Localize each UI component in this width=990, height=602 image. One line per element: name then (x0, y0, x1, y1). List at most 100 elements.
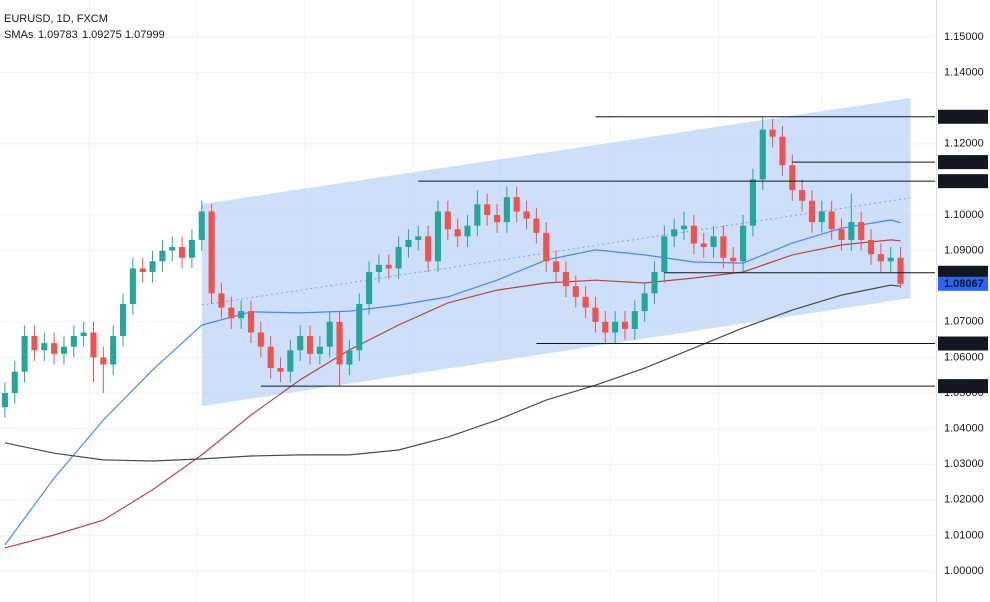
level-tag (938, 155, 988, 170)
y-tick-label: 1.03000 (944, 458, 984, 470)
candle-body (267, 346, 274, 369)
candle-body (60, 346, 68, 354)
last-price-tag (938, 276, 988, 291)
level-tag-label: 1.08378 (944, 267, 984, 279)
candle-body (385, 264, 392, 269)
candle-body (297, 336, 304, 351)
level-tag-label: 1.10951 (944, 176, 984, 188)
candle-body (671, 229, 678, 237)
candle-body (690, 225, 697, 244)
candle-body (680, 225, 688, 230)
candle-body (661, 236, 668, 272)
candle-body (70, 336, 77, 347)
y-tick-label: 1.00000 (944, 565, 984, 577)
sma-line (4, 284, 901, 462)
candle-body (425, 236, 432, 262)
candle-body (139, 268, 146, 272)
y-tick-label: 1.01000 (944, 529, 984, 541)
level-tag-label: 1.12760 (944, 111, 984, 123)
candle-body (238, 311, 245, 319)
level-tag (938, 174, 988, 189)
y-tick-label: 1.06000 (944, 351, 984, 363)
candle-body (149, 261, 156, 272)
y-tick-label: 1.04000 (944, 423, 984, 435)
candle-body (523, 211, 530, 219)
candle-body (21, 336, 28, 372)
candle-body (11, 371, 18, 394)
candle-body (316, 346, 323, 354)
candle-body (562, 271, 569, 287)
candle-body (720, 236, 727, 258)
candle-body (759, 129, 766, 180)
candle-body (405, 239, 412, 248)
y-tick-label: 1.09000 (944, 245, 984, 257)
candle-body (306, 336, 314, 354)
sma-value: 1.09783 (38, 29, 78, 41)
candle-body (789, 165, 796, 191)
candle-body (80, 332, 87, 337)
candle-body (326, 321, 333, 347)
level-tag-label: 1.05193 (944, 381, 984, 393)
candle-body (366, 271, 373, 305)
candle-body (572, 286, 579, 297)
candle-body (799, 190, 806, 201)
candle-body (169, 247, 176, 251)
candle-body (621, 321, 629, 329)
candle-body (484, 204, 491, 216)
candle-body (897, 257, 904, 284)
candle-body (346, 350, 353, 365)
candle-body (749, 179, 756, 226)
candle-body (602, 321, 609, 333)
candle-body (208, 211, 215, 294)
candle-body (336, 321, 343, 365)
sma-line (4, 219, 901, 546)
sma-value: 1.09275 (82, 29, 122, 41)
last-price-label: 1.08067 (944, 278, 984, 290)
candle-body (838, 229, 845, 240)
candle-body (247, 311, 255, 333)
candle-body (51, 343, 58, 354)
candle-body (119, 304, 127, 337)
candle-body (356, 304, 363, 351)
level-tag (938, 109, 988, 124)
candle-body (159, 250, 166, 262)
candle-body (877, 254, 884, 262)
candle-body (631, 311, 638, 329)
candle-body (769, 129, 776, 137)
y-tick-label: 1.14000 (944, 67, 984, 79)
candle-body (100, 357, 107, 365)
candle-body (493, 215, 501, 223)
candle-body (612, 321, 619, 333)
level-tag (938, 379, 988, 394)
candle-body (31, 336, 38, 351)
sma-value: 1.07999 (125, 29, 165, 41)
y-tick-label: 1.10000 (944, 209, 984, 221)
candle-body (651, 271, 658, 294)
candle-body (513, 197, 520, 212)
level-tag-label: 1.11486 (944, 157, 983, 169)
candle-body (533, 218, 540, 233)
candle-body (287, 350, 294, 372)
candle-body (228, 307, 235, 319)
candle-body (867, 239, 875, 255)
candle-body (474, 204, 481, 226)
level-tag (938, 336, 988, 351)
candle-body (218, 293, 225, 308)
candle-body (641, 293, 648, 312)
level-tag (938, 265, 988, 280)
candle-body (740, 225, 747, 262)
symbol-title: EURUSD, 1D, FXCM (4, 13, 108, 25)
sma-line (4, 239, 901, 549)
candle-body (198, 211, 205, 240)
candle-body (129, 268, 136, 305)
header: EURUSD, 1D, FXCM SMAs 1.09783 1.09275 1.07… (4, 13, 165, 41)
plot-area (0, 0, 935, 602)
candle-body (90, 332, 97, 358)
y-tick-label: 1.12000 (944, 138, 984, 150)
candle-body (730, 257, 737, 262)
y-tick-label: 1.15000 (944, 31, 984, 43)
candle-body (1, 393, 8, 408)
candle-body (444, 211, 451, 230)
